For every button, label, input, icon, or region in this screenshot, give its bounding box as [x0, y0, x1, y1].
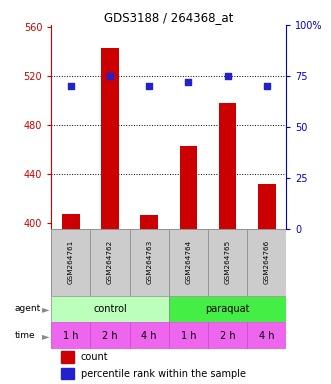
Text: time: time: [15, 331, 35, 340]
Title: GDS3188 / 264368_at: GDS3188 / 264368_at: [104, 11, 233, 24]
Text: GSM264766: GSM264766: [264, 240, 270, 284]
Bar: [169, 322, 208, 349]
Text: 2 h: 2 h: [102, 331, 118, 341]
Bar: [130, 322, 169, 349]
Bar: [51, 228, 90, 296]
Text: paraquat: paraquat: [205, 304, 250, 314]
Text: GSM264762: GSM264762: [107, 240, 113, 284]
Point: [264, 83, 269, 89]
Bar: [90, 322, 130, 349]
Bar: [90, 228, 130, 296]
Bar: [51, 296, 169, 322]
Bar: [258, 184, 275, 228]
Bar: [247, 228, 286, 296]
Text: agent: agent: [15, 305, 41, 313]
Point: [107, 73, 113, 79]
Bar: [61, 351, 73, 363]
Text: GSM264764: GSM264764: [185, 240, 191, 284]
Bar: [51, 322, 90, 349]
Bar: [208, 228, 247, 296]
Text: GSM264763: GSM264763: [146, 240, 152, 284]
Text: control: control: [93, 304, 127, 314]
Bar: [180, 146, 197, 228]
Point: [147, 83, 152, 89]
Text: 2 h: 2 h: [220, 331, 235, 341]
Text: 4 h: 4 h: [141, 331, 157, 341]
Text: ►: ►: [42, 304, 49, 314]
Text: 4 h: 4 h: [259, 331, 274, 341]
Text: GSM264761: GSM264761: [68, 240, 74, 284]
Bar: [130, 228, 169, 296]
Bar: [61, 368, 73, 379]
Bar: [208, 322, 247, 349]
Text: percentile rank within the sample: percentile rank within the sample: [81, 369, 246, 379]
Bar: [247, 322, 286, 349]
Point: [186, 79, 191, 85]
Text: ►: ►: [42, 331, 49, 341]
Bar: [62, 214, 80, 228]
Point: [68, 83, 73, 89]
Bar: [169, 228, 208, 296]
Bar: [101, 48, 119, 228]
Bar: [169, 296, 286, 322]
Text: 1 h: 1 h: [63, 331, 79, 341]
Point: [225, 73, 230, 79]
Bar: [219, 103, 236, 228]
Bar: [140, 215, 158, 228]
Text: 1 h: 1 h: [181, 331, 196, 341]
Text: GSM264765: GSM264765: [224, 240, 231, 284]
Text: count: count: [81, 352, 108, 362]
